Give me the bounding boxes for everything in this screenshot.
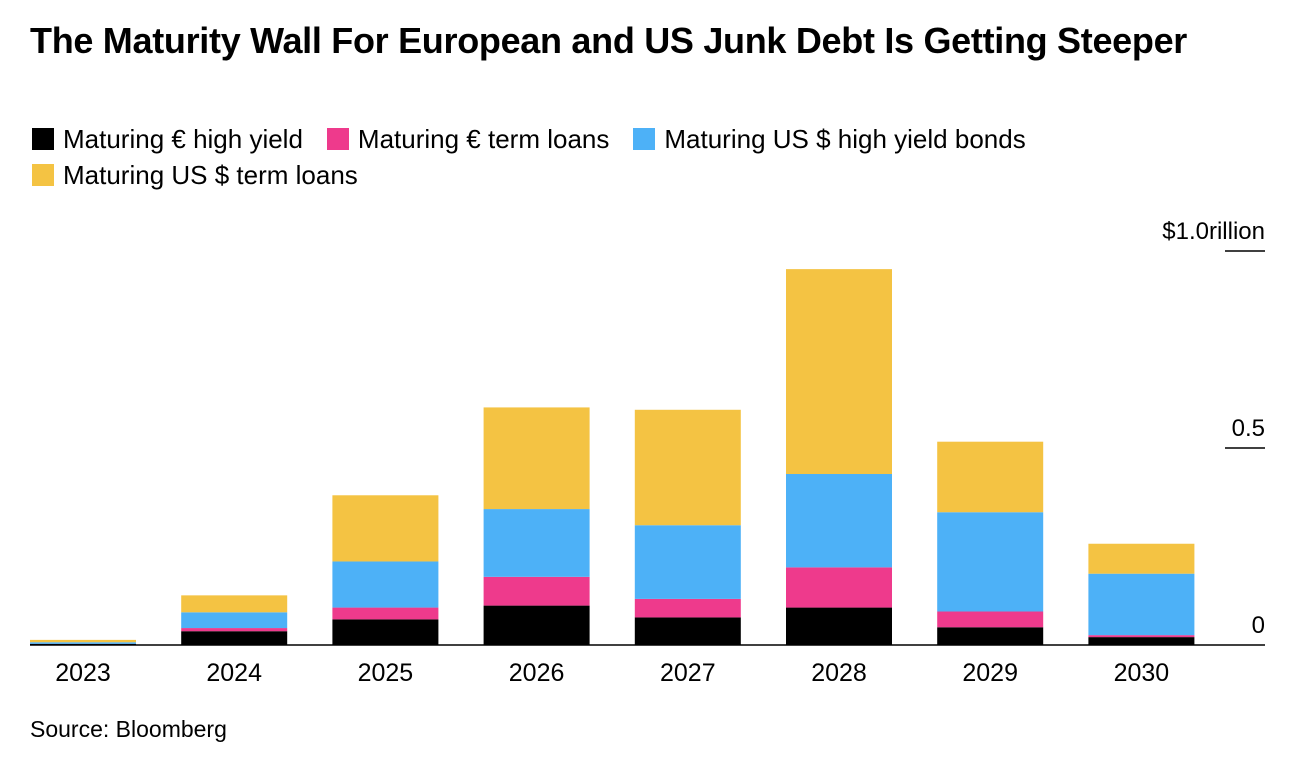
bar-segment-2024-s2 xyxy=(181,612,287,628)
legend-swatch xyxy=(327,128,349,150)
legend: Maturing € high yield Maturing € term lo… xyxy=(32,124,1272,190)
legend-item-us-term-loans: Maturing US $ term loans xyxy=(32,160,358,190)
legend-swatch xyxy=(32,128,54,150)
bar-segment-2026-s0 xyxy=(484,606,590,645)
legend-label: Maturing € high yield xyxy=(63,124,303,154)
legend-item-eur-term-loans: Maturing € term loans xyxy=(327,124,609,154)
legend-label: Maturing € term loans xyxy=(358,124,609,154)
bar-segment-2023-s3 xyxy=(30,640,136,642)
bar-segment-2028-s3 xyxy=(786,269,892,474)
bar-segment-2024-s0 xyxy=(181,631,287,645)
legend-swatch xyxy=(32,164,54,186)
x-tick-label: 2028 xyxy=(811,659,867,687)
bar-segment-2028-s0 xyxy=(786,608,892,645)
bar-segment-2030-s2 xyxy=(1088,574,1194,635)
bar-segment-2027-s2 xyxy=(635,525,741,599)
bar-segment-2029-s0 xyxy=(937,627,1043,645)
bar-segment-2028-s2 xyxy=(786,474,892,567)
bar-segment-2024-s1 xyxy=(181,628,287,631)
legend-item-us-high-yield-bonds: Maturing US $ high yield bonds xyxy=(633,124,1025,154)
x-tick-label: 2030 xyxy=(1114,659,1170,687)
legend-item-eur-high-yield: Maturing € high yield xyxy=(32,124,303,154)
bar-segment-2025-s3 xyxy=(332,495,438,561)
x-tick-label: 2023 xyxy=(55,659,111,687)
y-tick-label: 0 xyxy=(1252,612,1265,639)
bar-segment-2026-s2 xyxy=(484,509,590,577)
x-tick-label: 2029 xyxy=(962,659,1018,687)
bar-segment-2029-s3 xyxy=(937,442,1043,513)
source-note: Source: Bloomberg xyxy=(30,716,227,743)
bar-segment-2029-s1 xyxy=(937,612,1043,628)
bar-segment-2029-s2 xyxy=(937,512,1043,611)
x-tick-label: 2026 xyxy=(509,659,565,687)
y-tick-label: 0.5 xyxy=(1232,415,1265,442)
bar-segment-2023-s2 xyxy=(30,642,136,644)
bar-segment-2030-s0 xyxy=(1088,637,1194,645)
legend-swatch xyxy=(633,128,655,150)
legend-label: Maturing US $ term loans xyxy=(63,160,358,190)
bar-segment-2027-s1 xyxy=(635,599,741,618)
bar-segment-2026-s3 xyxy=(484,407,590,509)
bar-segment-2025-s0 xyxy=(332,619,438,645)
chart-title: The Maturity Wall For European and US Ju… xyxy=(30,18,1270,63)
bar-segment-2024-s3 xyxy=(181,595,287,612)
x-tick-label: 2027 xyxy=(660,659,716,687)
legend-label: Maturing US $ high yield bonds xyxy=(664,124,1025,154)
bar-segment-2026-s1 xyxy=(484,577,590,606)
bar-segment-2025-s2 xyxy=(332,561,438,607)
y-tick-label: $1.0rillion xyxy=(1162,218,1265,245)
stacked-bar-chart: 0 0.5 $1.0rillion 2023 2024 2025 2026 2027 2028 2… xyxy=(0,200,1306,700)
bar-segment-2030-s1 xyxy=(1088,635,1194,637)
bar-segment-2025-s1 xyxy=(332,608,438,620)
bar-segment-2027-s0 xyxy=(635,617,741,645)
bar-segment-2030-s3 xyxy=(1088,544,1194,574)
bar-segment-2027-s3 xyxy=(635,410,741,525)
x-tick-label: 2025 xyxy=(358,659,414,687)
x-tick-label: 2024 xyxy=(206,659,262,687)
bar-segment-2028-s1 xyxy=(786,567,892,607)
